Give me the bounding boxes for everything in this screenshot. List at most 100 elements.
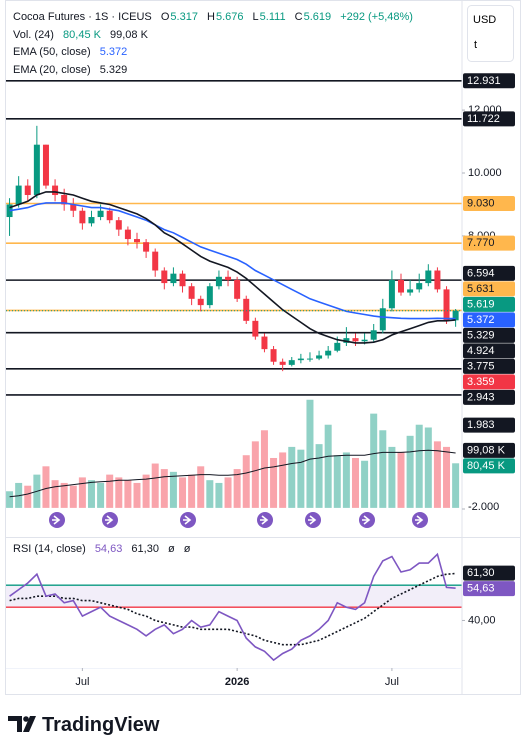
axis-label-box xyxy=(463,265,515,281)
candle-body xyxy=(261,336,268,350)
volume-bar xyxy=(233,469,241,508)
candle-body xyxy=(97,210,104,218)
axis-labels-layer: 8.00010.00012.00012.93111.7229.0307.7706… xyxy=(75,73,515,688)
high-value: 5.676 xyxy=(215,11,244,23)
axis-label-box xyxy=(463,389,515,405)
rsi-band-fill xyxy=(6,585,462,608)
candle-body xyxy=(316,355,323,359)
volume-legend: Vol. (24) 80,45 K 99,08 K xyxy=(13,27,149,45)
candle-body xyxy=(52,185,59,196)
candle-body xyxy=(334,342,341,351)
candle-body xyxy=(61,195,68,205)
event-icon[interactable] xyxy=(49,512,65,528)
volume-bar xyxy=(197,466,205,508)
candle-body xyxy=(88,217,95,224)
candle-body xyxy=(188,286,195,299)
volume-bar xyxy=(69,485,77,508)
close-value: 5.619 xyxy=(303,11,332,23)
volume-bar xyxy=(388,446,396,508)
rsi-name[interactable]: RSI (14, close) xyxy=(13,543,86,555)
axis-label-box xyxy=(463,343,515,359)
volume-bar xyxy=(443,446,451,508)
lines-layer xyxy=(6,191,462,344)
ohlc-prefix: C xyxy=(294,11,303,23)
candle-body xyxy=(370,330,377,340)
volume-bar xyxy=(242,455,250,508)
candle-body xyxy=(170,273,177,284)
currency[interactable]: USD xyxy=(473,14,496,26)
open-value: 5.317 xyxy=(170,11,198,23)
volume-bar xyxy=(151,463,159,508)
logo[interactable]: TradingView xyxy=(8,714,160,736)
candle-body xyxy=(79,210,86,224)
currency-button[interactable] xyxy=(467,5,514,62)
event-icon[interactable] xyxy=(305,512,321,528)
axis-label-box xyxy=(463,374,515,390)
volume-bar xyxy=(179,477,187,508)
candle-body xyxy=(443,289,450,321)
volume-value: 80,45 K xyxy=(63,28,101,41)
axis-label-box xyxy=(463,581,515,597)
candle-body xyxy=(42,144,49,186)
brand-name: TradingView xyxy=(42,714,160,736)
event-icon[interactable] xyxy=(180,512,196,528)
axis-label: 5.619 xyxy=(467,298,495,310)
candle-body xyxy=(15,185,22,205)
ema-name[interactable]: EMA (20, close) xyxy=(13,63,91,76)
candle-body xyxy=(288,360,295,365)
volume-bar xyxy=(87,480,95,508)
axis-label-box xyxy=(463,111,515,127)
ema-name[interactable]: EMA (50, close) xyxy=(13,46,91,58)
volume-bar xyxy=(133,482,141,508)
volume-bar xyxy=(306,399,314,508)
ema-value: 5.372 xyxy=(99,46,128,58)
volume-bar xyxy=(115,477,123,508)
volume-bar xyxy=(51,480,59,508)
volume-bar xyxy=(260,430,268,508)
logo-mark xyxy=(23,716,29,722)
volume-layer xyxy=(6,399,460,508)
event-icon[interactable] xyxy=(257,512,273,528)
axis-label: 61,30 xyxy=(467,567,495,579)
candle-body xyxy=(161,270,168,284)
volume-bar xyxy=(370,413,378,508)
candle-body xyxy=(279,361,286,365)
ema20-legend: EMA (20, close) 5.329 xyxy=(13,62,128,80)
axis-label-box xyxy=(463,442,515,458)
ema-value: 5.329 xyxy=(99,63,128,76)
axis-label-box xyxy=(463,73,515,89)
axis-label: 5.631 xyxy=(467,283,495,295)
candle-body xyxy=(398,279,405,293)
ohlc-prefix: H xyxy=(207,11,215,23)
volume-bar xyxy=(78,477,86,508)
ohlc-prefix: L xyxy=(252,11,259,23)
axis-label: 3.775 xyxy=(467,360,495,372)
volume-bar xyxy=(424,427,432,508)
unit-button[interactable]: t xyxy=(474,39,477,51)
candle-body xyxy=(6,204,13,218)
volume-bar xyxy=(224,477,232,508)
volume-bar xyxy=(279,452,287,508)
volume-bar xyxy=(452,463,460,508)
symbol-title[interactable]: Cocoa Futures · 1S · ICEUS xyxy=(13,11,152,23)
volume-name[interactable]: Vol. (24) xyxy=(13,28,54,41)
candle-body xyxy=(225,276,232,280)
volume-bar xyxy=(251,441,259,508)
axis-label: 2.943 xyxy=(467,391,495,403)
ohlc-prefix: O xyxy=(160,11,170,23)
candle-body xyxy=(352,338,359,342)
x-tick-label: Jul xyxy=(385,676,399,688)
candle-body xyxy=(452,310,459,321)
event-icon[interactable] xyxy=(102,512,118,528)
candle-body xyxy=(215,276,222,287)
volume-bar xyxy=(351,457,359,508)
volume-bar xyxy=(406,435,414,508)
candle-body xyxy=(306,358,313,360)
axis-label-box xyxy=(463,458,515,474)
rsi-layer xyxy=(6,552,462,662)
event-icon[interactable] xyxy=(412,512,428,528)
event-icon[interactable] xyxy=(359,512,375,528)
event-icons xyxy=(49,512,428,528)
axis-label-box xyxy=(463,296,515,312)
